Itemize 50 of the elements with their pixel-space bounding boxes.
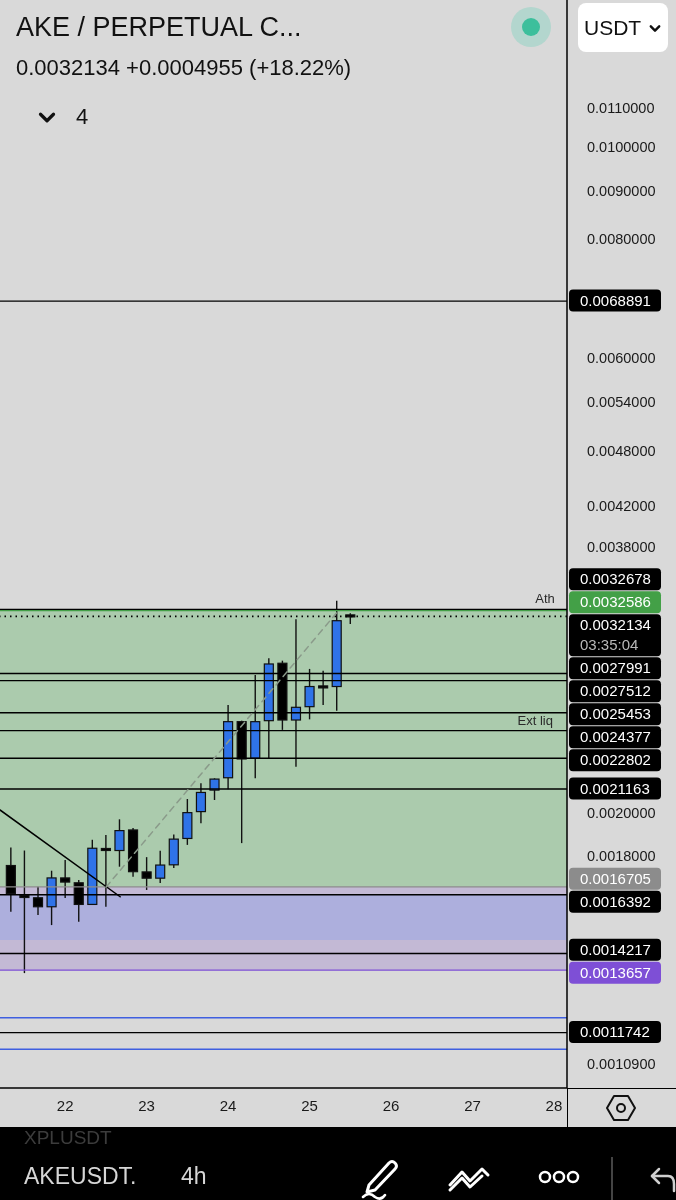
y-tick-label: 0.0010900 <box>587 1055 656 1072</box>
text: 03:35:04 <box>580 636 639 654</box>
y-tick-label: 0.0020000 <box>587 804 656 821</box>
candlestick <box>290 618 302 768</box>
annotation: 4 <box>76 103 89 131</box>
text: AKEUSDT. <box>24 1162 137 1191</box>
ref-line-label: 0.0027512 <box>580 682 651 700</box>
ref-line-label: 0.0025453 <box>580 705 651 723</box>
text: 0.0032134 +0.0004955 (+18.22%) <box>16 54 352 82</box>
x-tick-label: 27 <box>464 1096 481 1114</box>
annotation: Ext liq <box>517 712 553 728</box>
y-tick-label: 0.0054000 <box>587 393 656 410</box>
x-tick-label: 23 <box>138 1096 155 1114</box>
y-tick-label: 0.0090000 <box>587 182 656 199</box>
ref-line-label: 0.0016705 <box>580 869 651 887</box>
ref-line-label: 0.0013657 <box>580 963 651 981</box>
text: USDT <box>584 15 642 40</box>
ref-line-label: 0.0032678 <box>580 570 651 588</box>
ref-line-label: 0.0014217 <box>580 940 651 958</box>
candlestick <box>304 668 315 721</box>
candlestick <box>155 850 166 884</box>
text: 4h <box>181 1162 207 1191</box>
text: AKE / PERPETUAL C... <box>16 11 302 44</box>
ref-line-label: 0.0032586 <box>580 593 651 611</box>
y-tick-label: 0.0100000 <box>587 139 656 156</box>
ref-line-label: 0.0016392 <box>580 892 651 910</box>
text: XPLUSDT <box>24 1127 112 1148</box>
y-tick-label: 0.0048000 <box>587 442 656 459</box>
x-tick-label: 26 <box>382 1096 400 1114</box>
ref-line-label: 0.0024377 <box>580 728 651 746</box>
ref-line-label: 0.0068891 <box>580 291 651 309</box>
y-tick-label: 0.0038000 <box>587 539 656 556</box>
ref-line-label: 0.0021163 <box>580 779 650 797</box>
candlestick <box>195 782 207 825</box>
y-tick-label: 0.0110000 <box>587 99 655 116</box>
candlestick <box>141 856 152 891</box>
y-tick-label: 0.0042000 <box>587 497 656 514</box>
x-tick-label: 24 <box>219 1096 237 1114</box>
candlestick <box>114 818 125 868</box>
x-tick-label: 28 <box>545 1096 563 1114</box>
ref-line-label: 0.0027991 <box>580 659 651 677</box>
x-tick-label: 25 <box>301 1096 318 1114</box>
ref-line-label: 0.0011742 <box>580 1023 650 1041</box>
y-tick-label: 0.0080000 <box>587 231 656 248</box>
x-tick-label: 22 <box>56 1096 74 1114</box>
ref-line-label: 0.0032134 <box>580 616 651 634</box>
annotation: Ath <box>535 591 555 607</box>
y-tick-label: 0.0018000 <box>587 848 656 865</box>
ref-line-label: 0.0022802 <box>580 751 651 769</box>
y-tick-label: 0.0060000 <box>587 350 656 367</box>
